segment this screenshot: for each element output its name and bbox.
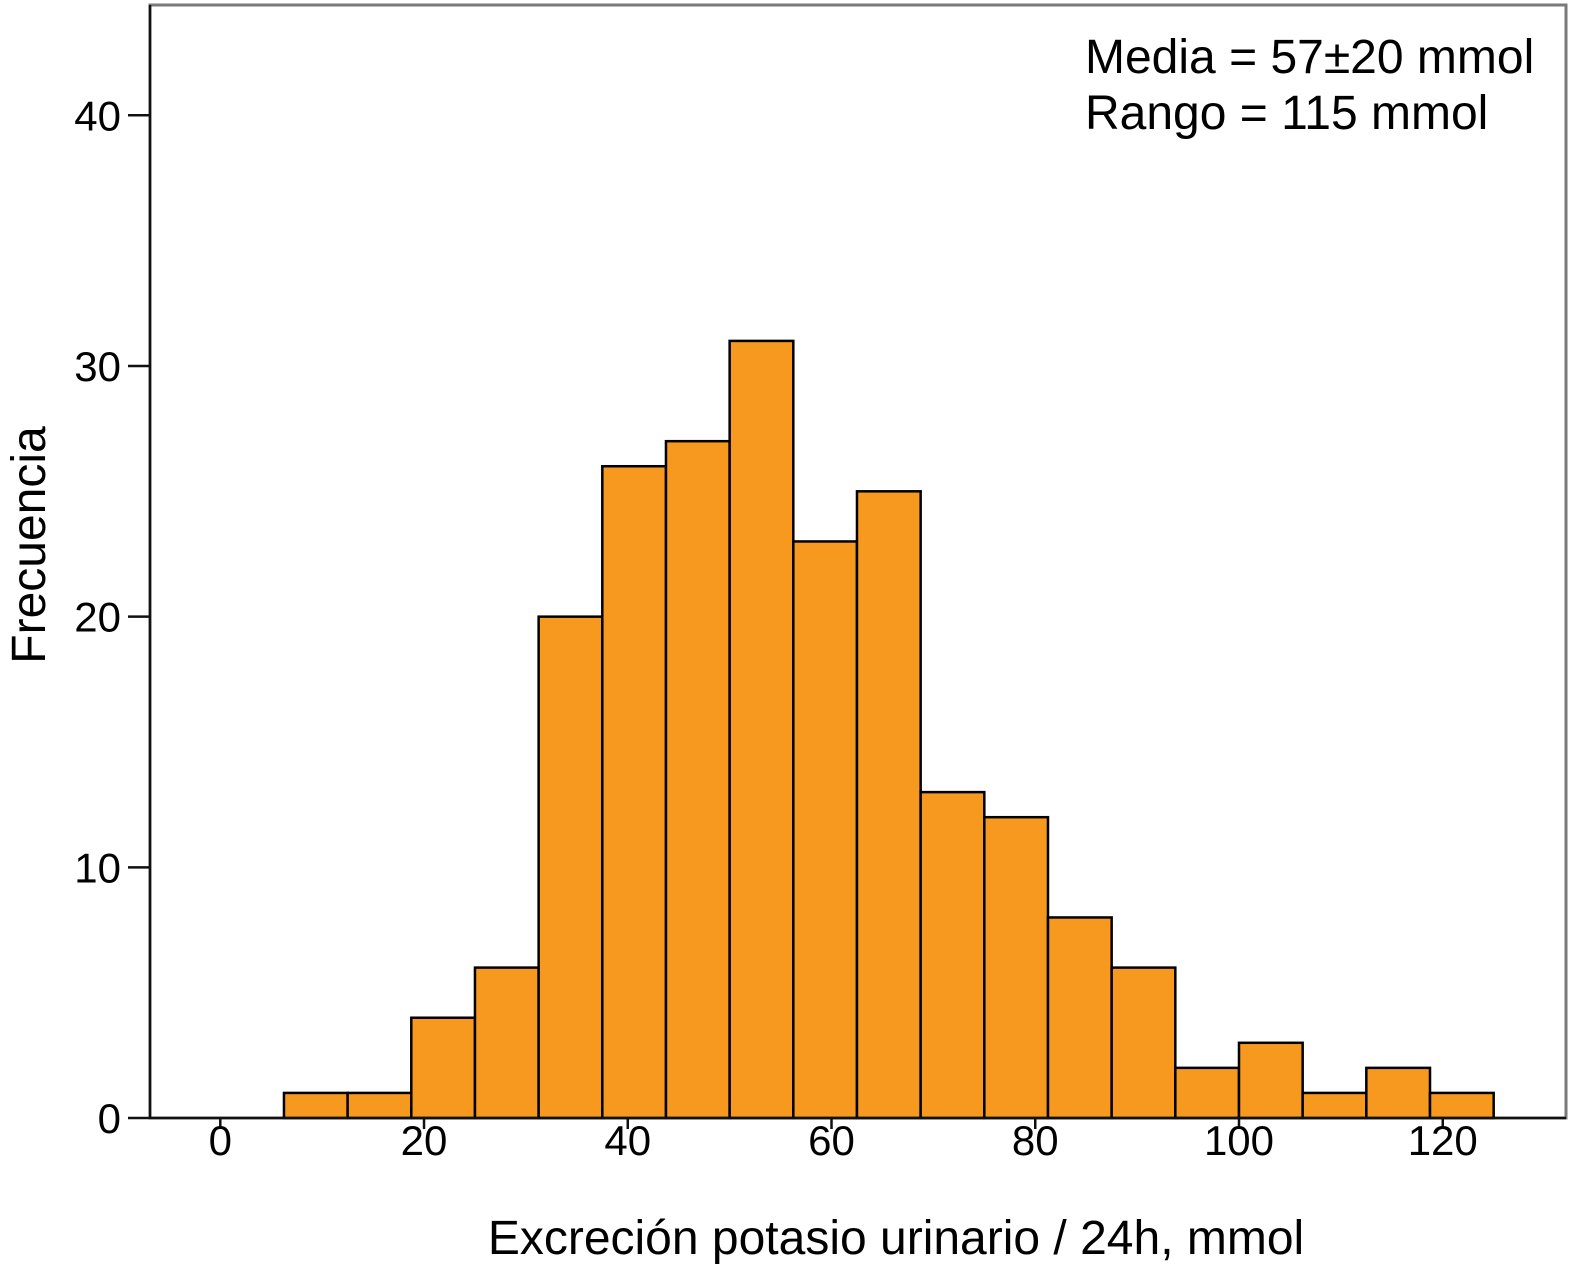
- histogram-bar-15: [1174, 1066, 1241, 1120]
- histogram-bar-10: [855, 490, 922, 1120]
- x-tick-label: 60: [808, 1117, 855, 1164]
- histogram-bar-6: [601, 464, 668, 1120]
- histogram-bar-11: [919, 790, 986, 1120]
- histogram-bar-4: [473, 966, 540, 1120]
- histogram-bar-5: [537, 615, 604, 1120]
- y-tick-label: 10: [74, 844, 121, 891]
- annotation-mean: Media = 57±20 mmol: [1085, 31, 1534, 84]
- x-tick-label: 100: [1204, 1117, 1274, 1164]
- histogram-bar-14: [1110, 966, 1177, 1120]
- x-axis-ticks: 0 20 40 60 80 100 120: [209, 1117, 1478, 1164]
- histogram-bar-2: [346, 1091, 413, 1120]
- histogram-bar-17: [1301, 1091, 1368, 1120]
- y-axis-ticks: 0 10 20 30 40: [74, 92, 150, 1142]
- histogram-bar-8: [728, 339, 795, 1120]
- y-tick-label: 0: [98, 1095, 121, 1142]
- histogram-bar-7: [664, 439, 731, 1120]
- y-tick-label: 40: [74, 92, 121, 139]
- x-tick-label: 80: [1012, 1117, 1059, 1164]
- histogram-bar-9: [792, 540, 859, 1120]
- y-axis-title: Frecuencia: [3, 426, 56, 664]
- x-tick-label: 20: [401, 1117, 448, 1164]
- histogram-bar-3: [410, 1016, 477, 1120]
- histogram-bar-18: [1365, 1066, 1432, 1120]
- y-tick-label: 30: [74, 343, 121, 390]
- x-tick-label: 120: [1408, 1117, 1478, 1164]
- x-axis-title: Excreción potasio urinario / 24h, mmol: [488, 1212, 1304, 1265]
- histogram-bar-19: [1428, 1091, 1495, 1120]
- annotation-range: Rango = 115 mmol: [1085, 87, 1488, 140]
- histogram-bars: [282, 339, 1495, 1120]
- histogram-bar-12: [983, 815, 1050, 1120]
- y-tick-label: 20: [74, 594, 121, 641]
- x-tick-label: 40: [604, 1117, 651, 1164]
- histogram-bar-13: [1046, 916, 1113, 1120]
- x-tick-label: 0: [209, 1117, 232, 1164]
- histogram-bar-16: [1237, 1041, 1304, 1120]
- histogram-bar-1: [282, 1091, 349, 1120]
